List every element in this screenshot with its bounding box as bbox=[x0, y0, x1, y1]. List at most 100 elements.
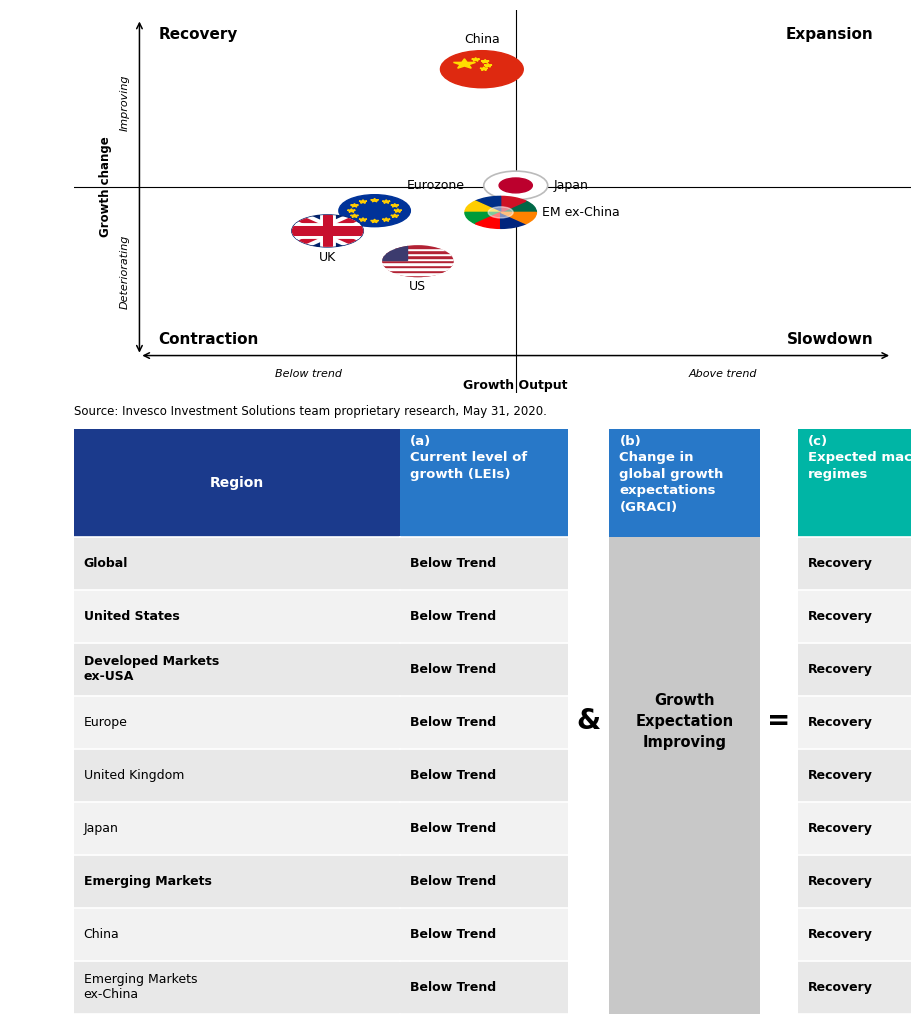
Bar bbox=[400, 802, 567, 855]
Bar bbox=[381, 245, 453, 248]
Polygon shape bbox=[347, 209, 355, 212]
Text: Recovery: Recovery bbox=[807, 557, 872, 570]
Bar bbox=[381, 270, 453, 272]
Text: Europe: Europe bbox=[84, 716, 128, 729]
Circle shape bbox=[291, 215, 363, 247]
Bar bbox=[797, 537, 910, 590]
Text: Recovery: Recovery bbox=[807, 874, 872, 888]
Text: EM ex-China: EM ex-China bbox=[541, 206, 619, 219]
Polygon shape bbox=[350, 204, 358, 207]
Text: Recovery: Recovery bbox=[807, 981, 872, 993]
Bar bbox=[400, 643, 567, 696]
Bar bbox=[381, 267, 453, 270]
Text: (a)
Current level of
growth (LEIs): (a) Current level of growth (LEIs) bbox=[410, 435, 527, 480]
Text: Source: Invesco Investment Solutions team proprietary research, May 31, 2020.: Source: Invesco Investment Solutions tea… bbox=[74, 404, 546, 418]
Bar bbox=[74, 802, 400, 855]
Text: Below Trend: Below Trend bbox=[410, 769, 495, 782]
Bar bbox=[74, 908, 400, 961]
Bar bbox=[797, 961, 910, 1014]
Bar bbox=[797, 908, 910, 961]
Bar bbox=[797, 802, 910, 855]
Wedge shape bbox=[475, 212, 500, 228]
Text: UK: UK bbox=[319, 251, 335, 264]
Bar bbox=[381, 253, 453, 255]
Text: Improving: Improving bbox=[119, 75, 130, 131]
Text: United States: United States bbox=[84, 610, 179, 623]
Bar bbox=[381, 265, 453, 267]
Bar bbox=[74, 855, 400, 908]
Text: Below Trend: Below Trend bbox=[410, 928, 495, 941]
Polygon shape bbox=[393, 209, 402, 212]
Text: Slowdown: Slowdown bbox=[786, 332, 872, 347]
Polygon shape bbox=[358, 218, 367, 221]
Bar bbox=[400, 537, 567, 590]
Polygon shape bbox=[391, 204, 398, 207]
Text: Recovery: Recovery bbox=[807, 610, 872, 623]
Text: (b)
Change in
global growth
expectations
(GRACI): (b) Change in global growth expectations… bbox=[618, 435, 723, 514]
Wedge shape bbox=[475, 197, 500, 212]
Text: United Kingdom: United Kingdom bbox=[84, 769, 184, 782]
Bar bbox=[381, 272, 453, 274]
Bar bbox=[74, 696, 400, 749]
Polygon shape bbox=[382, 200, 390, 203]
Bar bbox=[74, 643, 400, 696]
Text: Contraction: Contraction bbox=[158, 332, 258, 347]
Text: Recovery: Recovery bbox=[807, 822, 872, 835]
Polygon shape bbox=[480, 67, 487, 71]
Bar bbox=[381, 260, 453, 262]
Text: Recovery: Recovery bbox=[158, 27, 237, 42]
Text: Below Trend: Below Trend bbox=[410, 981, 495, 993]
Text: Eurozone: Eurozone bbox=[406, 179, 464, 193]
Text: Above trend: Above trend bbox=[687, 369, 756, 379]
Text: Emerging Markets: Emerging Markets bbox=[84, 874, 211, 888]
Text: Recovery: Recovery bbox=[807, 716, 872, 729]
Bar bbox=[400, 855, 567, 908]
Polygon shape bbox=[391, 214, 398, 217]
Circle shape bbox=[488, 207, 513, 218]
Text: Growth Output: Growth Output bbox=[463, 379, 567, 392]
Polygon shape bbox=[453, 58, 475, 69]
Bar bbox=[381, 255, 453, 257]
Text: =: = bbox=[766, 708, 789, 735]
Polygon shape bbox=[370, 219, 378, 222]
Text: Recovery: Recovery bbox=[807, 663, 872, 676]
Circle shape bbox=[338, 195, 410, 226]
Text: Below Trend: Below Trend bbox=[410, 610, 495, 623]
Text: Developed Markets
ex-USA: Developed Markets ex-USA bbox=[84, 655, 219, 683]
Bar bbox=[797, 855, 910, 908]
Circle shape bbox=[498, 178, 532, 193]
Bar bbox=[400, 590, 567, 643]
Text: Emerging Markets
ex-China: Emerging Markets ex-China bbox=[84, 973, 197, 1001]
Bar bbox=[381, 245, 407, 260]
Wedge shape bbox=[464, 212, 500, 223]
Text: Recovery: Recovery bbox=[807, 769, 872, 782]
Bar bbox=[797, 643, 910, 696]
Bar bbox=[381, 250, 453, 253]
Bar bbox=[797, 590, 910, 643]
Bar bbox=[400, 908, 567, 961]
Bar bbox=[381, 262, 453, 265]
Bar bbox=[74, 590, 400, 643]
Wedge shape bbox=[500, 197, 526, 212]
Text: China: China bbox=[463, 34, 499, 46]
Bar bbox=[381, 274, 453, 278]
Bar bbox=[381, 248, 453, 250]
Circle shape bbox=[440, 50, 523, 88]
Text: Global: Global bbox=[84, 557, 128, 570]
Bar bbox=[797, 749, 910, 802]
Wedge shape bbox=[500, 212, 536, 223]
Text: Below Trend: Below Trend bbox=[410, 663, 495, 676]
Text: Below Trend: Below Trend bbox=[410, 716, 495, 729]
Text: Japan: Japan bbox=[84, 822, 119, 835]
Polygon shape bbox=[471, 57, 479, 61]
Polygon shape bbox=[481, 59, 489, 62]
Bar bbox=[400, 961, 567, 1014]
Text: Recovery: Recovery bbox=[807, 928, 872, 941]
Text: (c)
Expected macro
regimes: (c) Expected macro regimes bbox=[807, 435, 919, 480]
Wedge shape bbox=[500, 201, 536, 212]
Text: Below trend: Below trend bbox=[275, 369, 342, 379]
Text: Below Trend: Below Trend bbox=[410, 557, 495, 570]
Text: Growth
Expectation
Improving: Growth Expectation Improving bbox=[635, 693, 733, 750]
Polygon shape bbox=[370, 199, 378, 202]
Bar bbox=[381, 257, 453, 260]
